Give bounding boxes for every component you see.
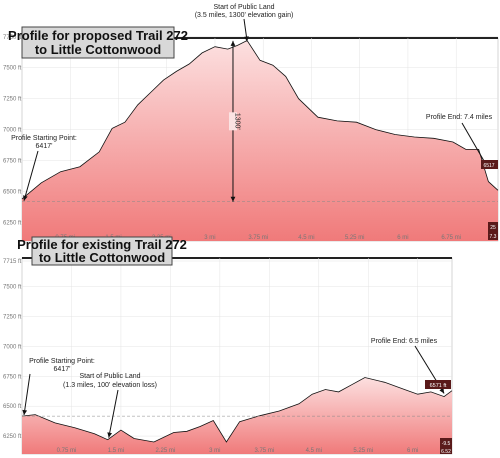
- existing-corner-badge: [425, 380, 451, 389]
- x-tick-label: 2.25 mi: [156, 448, 176, 454]
- y-tick-label: 7715 ft: [3, 259, 22, 265]
- y-tick-label: 7000 ft: [3, 128, 22, 134]
- proposed-elevation-area: [22, 40, 498, 241]
- x-tick-label: 3 mi: [209, 448, 220, 454]
- existing-elevation-line: [21, 377, 453, 443]
- x-tick-label: 5.25 mi: [345, 235, 365, 241]
- existing-title-box: [31, 236, 173, 266]
- proposed-public-land-detail: (3.5 miles, 1300' elevation gain): [195, 12, 294, 19]
- proposed-corner-value: 6517: [483, 163, 494, 169]
- public-land-arrow-head: [107, 432, 113, 438]
- proposed-start-value: 6417': [36, 143, 53, 150]
- x-tick-label: 3 mi: [204, 235, 215, 241]
- x-tick-label: 3.75 mi: [254, 448, 274, 454]
- x-tick-label: 0.75 mi: [57, 448, 77, 454]
- end-arrow-head: [439, 387, 445, 394]
- y-tick-label: 6500 ft: [3, 189, 22, 195]
- start-arrow: [23, 150, 39, 201]
- existing-elevation-area: [22, 377, 452, 454]
- panel-proposed-trail: 7750 ft 7500 ft 7250 ft 7000 ft 6750 ft 6500 …: [3, 4, 499, 242]
- x-tick-label: 5.25 mi: [353, 448, 373, 454]
- proposed-y-ticks: 7750 ft 7500 ft 7250 ft 7000 ft 6750 ft 6500 …: [3, 35, 22, 227]
- y-tick-label: 6750 ft: [3, 159, 22, 165]
- proposed-public-land-label: Start of Public Land: [213, 4, 274, 11]
- proposed-title-line-2: to Little Cottonwood: [35, 42, 161, 57]
- existing-bottom-top: -9.5: [442, 441, 451, 447]
- start-arrow-head: [22, 409, 28, 416]
- existing-x-ticks: 0.75 mi 1.5 mi 2.25 mi 3 mi 3.75 mi 4.5 mi 5.2…: [57, 448, 419, 454]
- y-tick-label: 6500 ft: [3, 404, 22, 410]
- x-tick-label: 6 mi: [407, 448, 418, 454]
- y-tick-label: 7750 ft: [3, 35, 22, 41]
- y-tick-label: 6250 ft: [3, 220, 22, 226]
- gain-label-bg: [228, 112, 237, 131]
- existing-corner-value: 6571 ft: [430, 383, 447, 389]
- y-tick-label: 6750 ft: [3, 374, 22, 380]
- existing-start-label: Profile Starting Point:: [29, 358, 95, 365]
- y-tick-label: 7250 ft: [3, 97, 22, 103]
- proposed-start-label: Profile Starting Point:: [11, 135, 77, 142]
- existing-start-value: 6417': [54, 366, 71, 373]
- existing-bottom-bottom: 6.52: [441, 449, 451, 455]
- existing-y-ticks: 7715 ft 7500 ft 7250 ft 7000 ft 6750 ft 6500 …: [3, 259, 22, 440]
- existing-bottom-badge: [440, 438, 452, 454]
- proposed-end-label: Profile End: 7.4 miles: [426, 114, 493, 121]
- end-arrow: [461, 122, 488, 167]
- proposed-bottom-bottom: 7.3: [490, 234, 497, 240]
- proposed-gain-dimension-label: 1300': [233, 113, 240, 130]
- y-tick-label: 7500 ft: [3, 285, 22, 291]
- y-tick-label: 7250 ft: [3, 315, 22, 321]
- proposed-bottom-badge: [488, 222, 498, 240]
- x-tick-label: 6.75 mi: [441, 235, 461, 241]
- y-tick-label: 7000 ft: [3, 344, 22, 350]
- x-tick-label: 1.5 mi: [108, 448, 124, 454]
- proposed-title-line-1: Profile for proposed Trail 272: [8, 28, 188, 43]
- public-land-arrow-head: [244, 36, 249, 42]
- existing-end-label: Profile End: 6.5 miles: [371, 338, 438, 345]
- x-tick-label: 6 mi: [397, 235, 408, 241]
- x-tick-label: 3.75 mi: [248, 235, 268, 241]
- start-arrow-head: [23, 195, 28, 201]
- public-land-arrow: [108, 389, 119, 438]
- proposed-title-box: [21, 26, 175, 59]
- existing-public-land-label: Start of Public Land: [79, 373, 140, 380]
- start-arrow: [23, 373, 31, 416]
- proposed-corner-badge: [481, 160, 498, 169]
- x-tick-label: 4.5 mi: [306, 448, 322, 454]
- y-tick-label: 6250 ft: [3, 434, 22, 440]
- y-tick-label: 7500 ft: [3, 66, 22, 72]
- existing-title-line-1: Profile for existing Trail 272: [17, 237, 187, 252]
- existing-title-line-2: to Little Cottonwood: [39, 250, 165, 265]
- gain-arrow-down-head: [230, 196, 236, 202]
- existing-public-land-detail: (1.3 miles, 100' elevation loss): [63, 382, 157, 389]
- panel-existing-trail: 7715 ft 7500 ft 7250 ft 7000 ft 6750 ft 6500 …: [3, 236, 453, 455]
- proposed-bottom-top: 25: [490, 225, 496, 231]
- gain-arrow-up-head: [230, 40, 236, 46]
- x-tick-label: 4.5 mi: [298, 235, 314, 241]
